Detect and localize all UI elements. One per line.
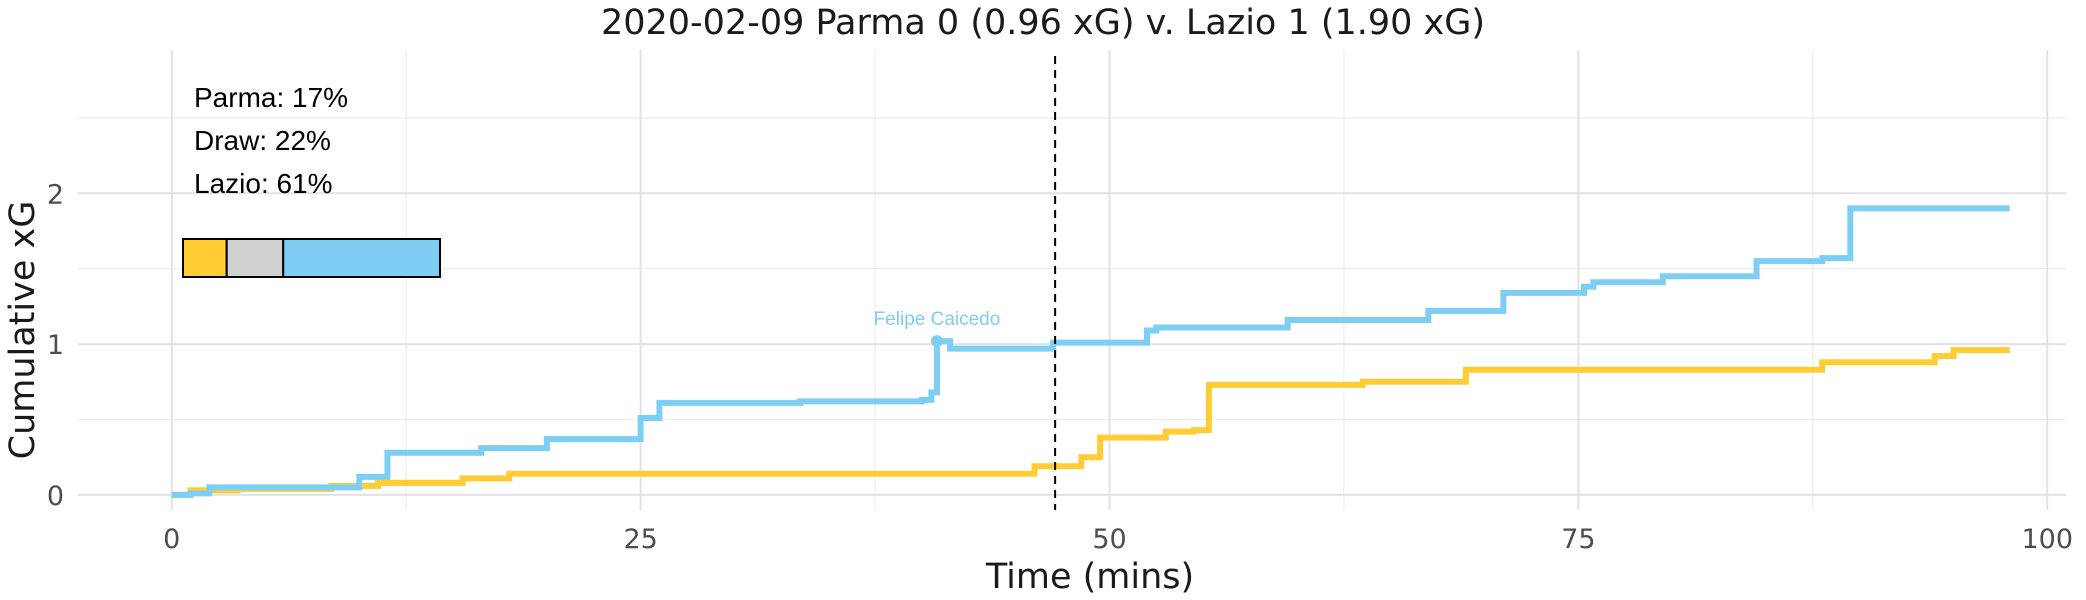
goal-marker-point bbox=[930, 335, 943, 348]
minor-gridlines bbox=[78, 50, 2066, 510]
win-probability-label: Draw: 22% bbox=[194, 125, 331, 156]
y-tick-label: 2 bbox=[47, 179, 64, 210]
win-probability-bar-draw bbox=[225, 238, 285, 278]
tick-labels: 0 25 50 75 100 0 1 2 bbox=[47, 179, 2073, 555]
series-layer bbox=[171, 205, 2010, 498]
win-probability-label: Parma: 17% bbox=[194, 82, 348, 113]
chart-title: 2020-02-09 Parma 0 (0.96 xG) v. Lazio 1 … bbox=[601, 3, 1485, 43]
series-line-parma bbox=[171, 347, 2010, 498]
annotation-layer: Felipe Caicedo bbox=[874, 56, 1057, 510]
x-axis-title: Time (mins) bbox=[985, 557, 1194, 597]
x-tick-label: 50 bbox=[1092, 524, 1126, 555]
win-probability-bar-parma bbox=[182, 238, 228, 278]
x-tick-label: 75 bbox=[1561, 524, 1595, 555]
goal-marker-label: Felipe Caicedo bbox=[874, 309, 1001, 330]
win-probability-bar-lazio bbox=[282, 238, 442, 278]
series-line-lazio bbox=[171, 205, 2010, 498]
win-probability-label: Lazio: 61% bbox=[194, 168, 333, 199]
x-tick-label: 100 bbox=[2021, 524, 2073, 555]
major-gridlines bbox=[78, 50, 2066, 510]
x-tick-label: 0 bbox=[163, 524, 180, 555]
y-tick-label: 0 bbox=[47, 481, 64, 512]
win-probability-legend: Parma: 17% Draw: 22% Lazio: 61% bbox=[182, 82, 442, 278]
y-axis-title: Cumulative xG bbox=[3, 201, 43, 460]
y-tick-label: 1 bbox=[47, 330, 64, 361]
x-tick-label: 25 bbox=[623, 524, 657, 555]
